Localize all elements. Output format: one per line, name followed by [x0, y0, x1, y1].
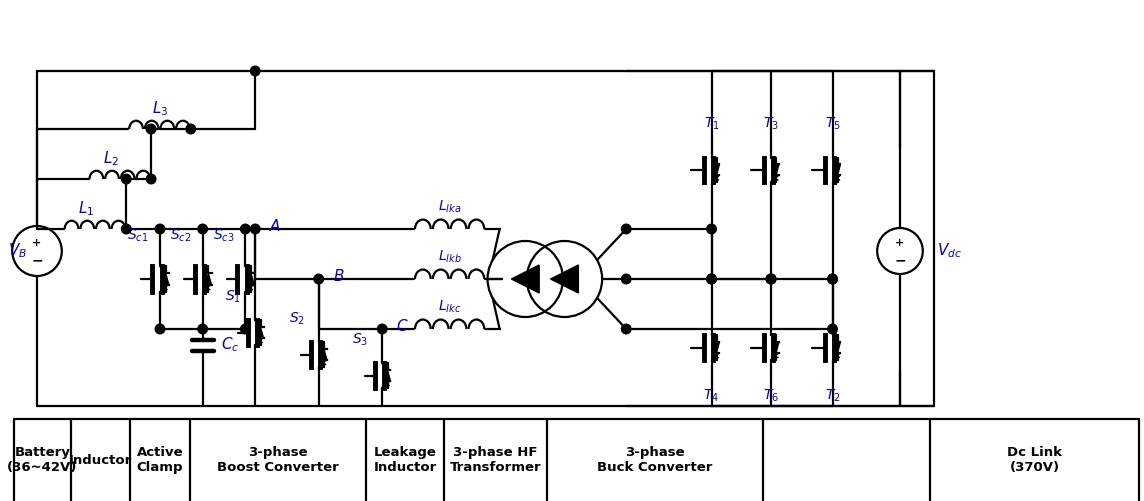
- Polygon shape: [321, 349, 327, 360]
- Text: $T_2$: $T_2$: [825, 387, 841, 404]
- Circle shape: [766, 274, 776, 284]
- Circle shape: [240, 324, 251, 334]
- Circle shape: [186, 124, 196, 134]
- Circle shape: [621, 274, 631, 284]
- Text: $L_2$: $L_2$: [103, 150, 119, 168]
- Circle shape: [121, 224, 132, 234]
- Circle shape: [766, 274, 776, 284]
- Circle shape: [828, 274, 837, 284]
- Circle shape: [378, 324, 387, 334]
- Polygon shape: [384, 370, 390, 381]
- Circle shape: [156, 324, 165, 334]
- Text: $L_{lkc}$: $L_{lkc}$: [438, 299, 461, 315]
- Text: $L_{lka}$: $L_{lka}$: [438, 199, 461, 215]
- Text: 3-phase
Buck Converter: 3-phase Buck Converter: [597, 446, 713, 474]
- Circle shape: [828, 274, 837, 284]
- Polygon shape: [550, 265, 579, 293]
- Circle shape: [156, 224, 165, 234]
- Text: $T_1$: $T_1$: [704, 116, 720, 132]
- Circle shape: [621, 324, 631, 334]
- Text: $S_2$: $S_2$: [289, 310, 305, 327]
- Polygon shape: [248, 274, 254, 285]
- Text: −: −: [31, 254, 42, 268]
- Text: $L_3$: $L_3$: [152, 100, 168, 118]
- Text: +: +: [896, 237, 905, 247]
- Text: $T_3$: $T_3$: [763, 116, 779, 132]
- Circle shape: [707, 274, 716, 284]
- Polygon shape: [714, 164, 720, 175]
- Text: $V_B$: $V_B$: [8, 241, 26, 261]
- Circle shape: [121, 174, 132, 184]
- Circle shape: [707, 274, 716, 284]
- Text: Battery
(36~42V): Battery (36~42V): [7, 446, 78, 474]
- Text: $S_{c2}$: $S_{c2}$: [170, 228, 191, 244]
- Text: Inductor: Inductor: [69, 453, 132, 466]
- Text: $C$: $C$: [396, 318, 408, 334]
- Polygon shape: [257, 327, 263, 338]
- Polygon shape: [162, 274, 169, 285]
- Text: $B$: $B$: [333, 268, 344, 284]
- Circle shape: [766, 274, 776, 284]
- Circle shape: [251, 66, 260, 76]
- Polygon shape: [511, 265, 539, 293]
- Text: Active
Clamp: Active Clamp: [136, 446, 183, 474]
- Circle shape: [828, 324, 837, 334]
- Circle shape: [707, 224, 716, 234]
- Text: $T_6$: $T_6$: [763, 387, 779, 404]
- Polygon shape: [835, 342, 841, 353]
- Circle shape: [621, 224, 631, 234]
- Text: $S_{c1}$: $S_{c1}$: [127, 228, 149, 244]
- Circle shape: [251, 224, 260, 234]
- Text: $S_{c3}$: $S_{c3}$: [213, 228, 235, 244]
- Polygon shape: [205, 274, 212, 285]
- Text: $C_c$: $C_c$: [221, 336, 239, 354]
- Text: −: −: [895, 254, 906, 268]
- Text: 3-phase
Boost Converter: 3-phase Boost Converter: [217, 446, 339, 474]
- Circle shape: [146, 174, 156, 184]
- Text: 3-phase HF
Transformer: 3-phase HF Transformer: [450, 446, 541, 474]
- Text: Dc Link
(370V): Dc Link (370V): [1008, 446, 1063, 474]
- Circle shape: [240, 224, 251, 234]
- Circle shape: [146, 124, 156, 134]
- Circle shape: [198, 324, 207, 334]
- Polygon shape: [773, 342, 779, 353]
- Text: $S_1$: $S_1$: [225, 288, 241, 305]
- Text: $V_{dc}$: $V_{dc}$: [937, 241, 962, 261]
- Text: $T_5$: $T_5$: [825, 116, 841, 132]
- Polygon shape: [835, 164, 841, 175]
- Circle shape: [313, 274, 324, 284]
- Text: $A$: $A$: [269, 218, 281, 234]
- Text: +: +: [32, 237, 41, 247]
- Text: $T_4$: $T_4$: [704, 387, 720, 404]
- Circle shape: [198, 224, 207, 234]
- Text: $L_{lkb}$: $L_{lkb}$: [438, 249, 461, 265]
- Text: Leakage
Inductor: Leakage Inductor: [373, 446, 437, 474]
- Polygon shape: [773, 164, 779, 175]
- Polygon shape: [714, 342, 720, 353]
- Text: $S_3$: $S_3$: [352, 331, 368, 348]
- Text: $L_1$: $L_1$: [79, 200, 95, 218]
